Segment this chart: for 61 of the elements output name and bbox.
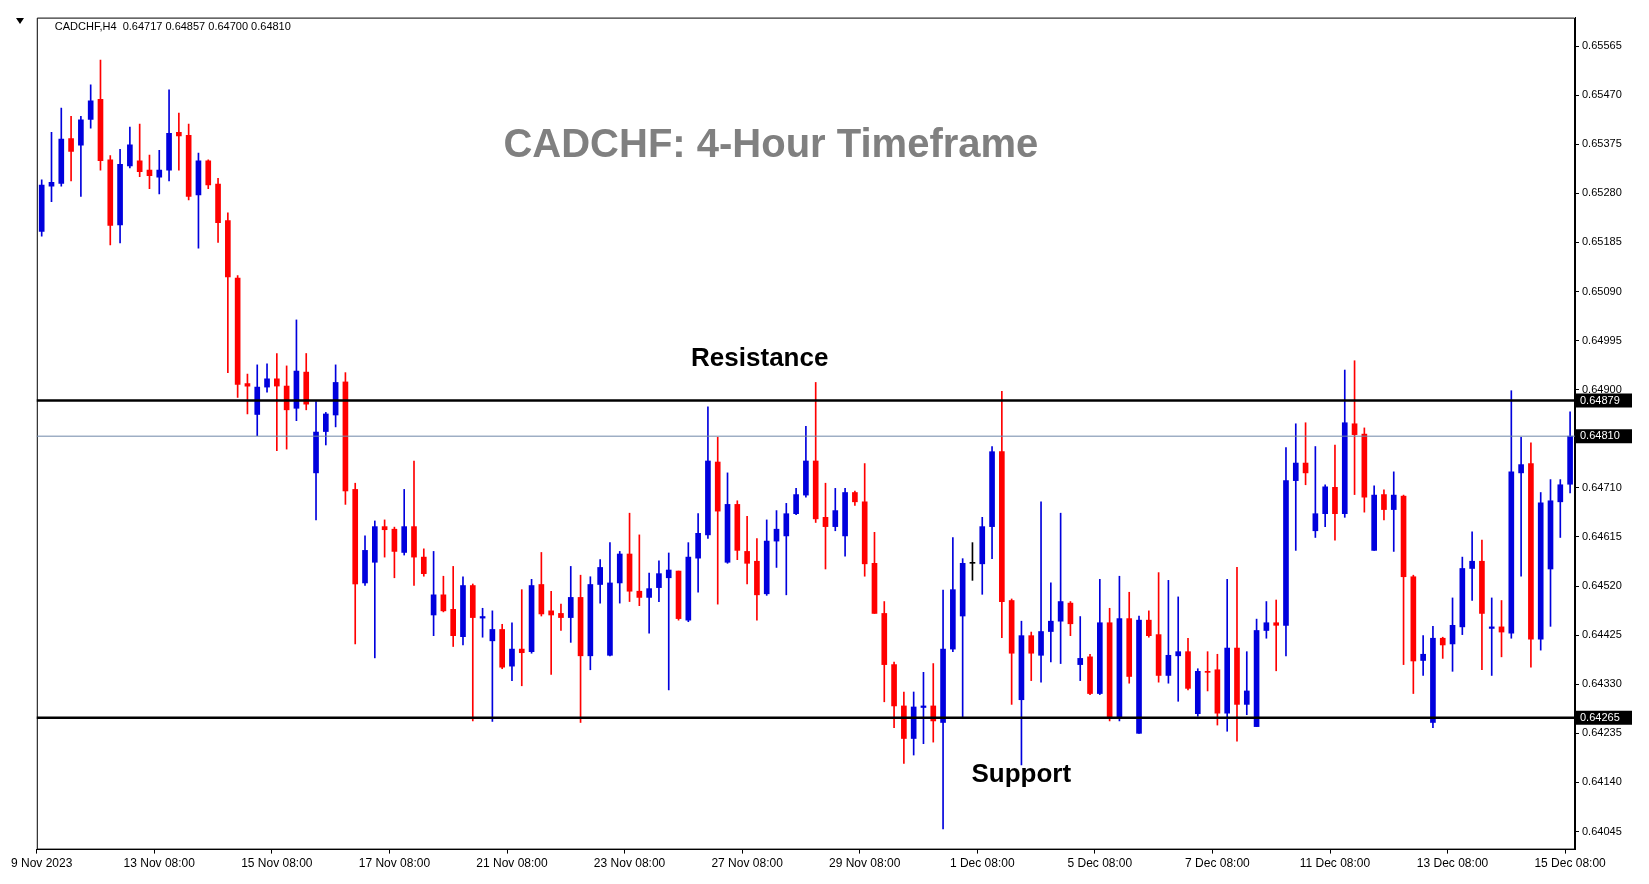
ref-line-label: 0.64810 xyxy=(1580,429,1620,442)
y-tick-label: 0.65375 xyxy=(1582,137,1622,150)
candlestick xyxy=(136,123,143,178)
x-tick-label: 13 Nov 08:00 xyxy=(123,856,196,871)
candlestick xyxy=(156,150,163,195)
candlestick xyxy=(665,552,672,691)
candlestick xyxy=(1420,635,1426,676)
x-tick-label: 21 Nov 08:00 xyxy=(476,856,548,871)
candlestick xyxy=(1038,501,1044,683)
x-tick-label: 15 Dec 08:00 xyxy=(1534,856,1607,871)
candlestick xyxy=(518,589,525,687)
candlestick xyxy=(176,112,182,171)
candlestick xyxy=(1469,531,1475,601)
y-tick-label: 0.64900 xyxy=(1582,382,1622,395)
x-tick-label: 11 Dec 08:00 xyxy=(1299,856,1371,871)
x-tick-label: 7 Dec 08:00 xyxy=(1185,856,1251,871)
candlestick xyxy=(411,460,417,586)
candlestick xyxy=(68,115,74,182)
y-tick-label: 0.65090 xyxy=(1582,284,1622,297)
y-tick-label: 0.64615 xyxy=(1582,529,1622,542)
candlestick xyxy=(1175,596,1182,702)
ref-line-label: 0.64265 xyxy=(1580,710,1620,723)
x-tick-label: 5 Dec 08:00 xyxy=(1067,856,1133,871)
x-tick-label: 13 Dec 08:00 xyxy=(1416,856,1489,871)
y-tick-label: 0.64520 xyxy=(1582,579,1622,592)
y-tick-label: 0.65565 xyxy=(1582,39,1622,52)
x-tick-label: 17 Nov 08:00 xyxy=(358,856,431,871)
candlestick xyxy=(274,353,280,451)
candlestick xyxy=(558,603,564,631)
y-tick-label: 0.64995 xyxy=(1582,333,1622,346)
candlestick xyxy=(1390,471,1397,552)
candlestick xyxy=(1273,599,1280,672)
y-tick-label: 0.64710 xyxy=(1582,480,1622,493)
candlestick xyxy=(1292,423,1299,551)
candlestick xyxy=(1077,616,1084,681)
ref-line-label: 0.64879 xyxy=(1580,393,1620,406)
y-tick-label: 0.64045 xyxy=(1582,824,1622,837)
x-tick-label: 29 Nov 08:00 xyxy=(828,856,901,871)
y-tick-label: 0.64425 xyxy=(1582,628,1622,641)
x-tick-label: 1 Dec 08:00 xyxy=(949,856,1015,871)
y-tick-label: 0.64235 xyxy=(1582,726,1622,739)
candlestick xyxy=(1243,651,1250,716)
x-tick-label: 9 Nov 2023 xyxy=(11,856,73,871)
candlestick xyxy=(744,515,750,585)
text: CADCHF: 4-Hour Timeframe xyxy=(503,120,1039,165)
x-tick-label: 27 Nov 08:00 xyxy=(711,856,784,871)
y-tick-label: 0.64140 xyxy=(1582,775,1622,788)
annotation: Resistance xyxy=(691,341,829,372)
candlestick xyxy=(783,503,790,596)
y-tick-label: 0.65470 xyxy=(1582,88,1622,101)
annotation: Support xyxy=(971,757,1072,788)
candlestick xyxy=(1488,597,1495,676)
x-tick-label: 23 Nov 08:00 xyxy=(593,856,666,871)
candlestick xyxy=(1518,436,1524,577)
y-tick-label: 0.64330 xyxy=(1582,677,1622,690)
y-tick-label: 0.65280 xyxy=(1582,186,1622,199)
chart-subtitle: CADCHF,H4 0.64717 0.64857 0.64700 0.64810 xyxy=(54,19,291,32)
x-tick-label: 15 Nov 08:00 xyxy=(241,856,313,871)
candlestick xyxy=(1048,582,1054,663)
candlestick xyxy=(646,572,652,634)
y-tick-label: 0.65185 xyxy=(1582,235,1622,248)
